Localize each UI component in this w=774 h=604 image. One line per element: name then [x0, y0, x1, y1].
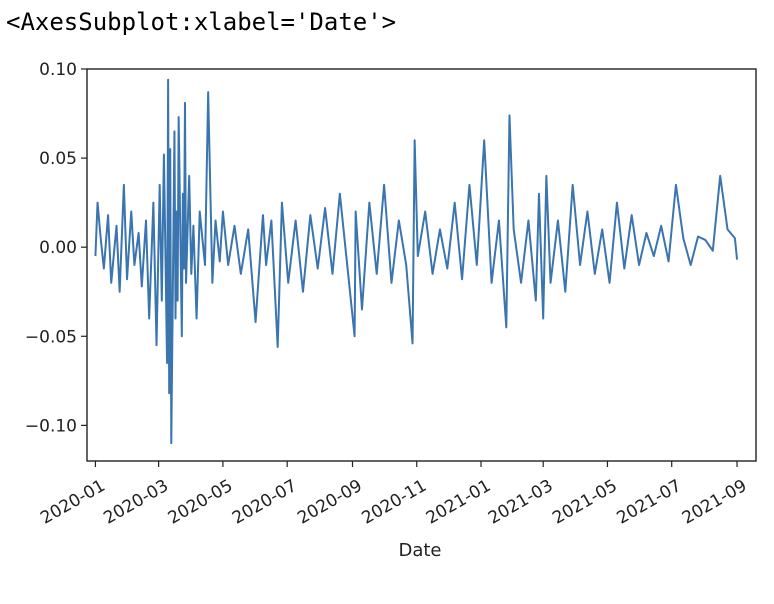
y-tick-label: 0.10 [39, 60, 77, 80]
x-axis-label: Date [398, 540, 441, 561]
x-tick-label: 2020-09 [294, 476, 366, 529]
y-tick-label: 0.00 [39, 238, 77, 258]
x-tick-label: 2021-07 [614, 476, 686, 529]
x-tick-label: 2020-11 [359, 476, 431, 529]
x-axis-ticks: 2020-012020-032020-052020-072020-092020-… [37, 461, 750, 529]
x-tick-label: 2020-05 [165, 476, 237, 529]
y-tick-label: −0.05 [25, 327, 77, 347]
y-axis-ticks: 0.10 0.05 0.00 −0.05 −0.10 [25, 60, 87, 436]
x-tick-label: 2021-01 [423, 476, 495, 529]
output-repr-text: <AxesSubplot:xlabel='Date'> [6, 8, 397, 36]
x-tick-label: 2021-03 [485, 476, 557, 529]
x-tick-label: 2020-03 [100, 476, 172, 529]
x-tick-label: 2021-05 [549, 476, 621, 529]
y-tick-label: 0.05 [39, 149, 77, 169]
x-tick-label: 2021-09 [679, 476, 751, 529]
x-tick-label: 2020-07 [229, 476, 301, 529]
x-tick-label: 2020-01 [37, 476, 109, 529]
y-tick-label: −0.10 [25, 416, 77, 436]
plot-frame [86, 68, 757, 462]
series-line [94, 78, 739, 445]
